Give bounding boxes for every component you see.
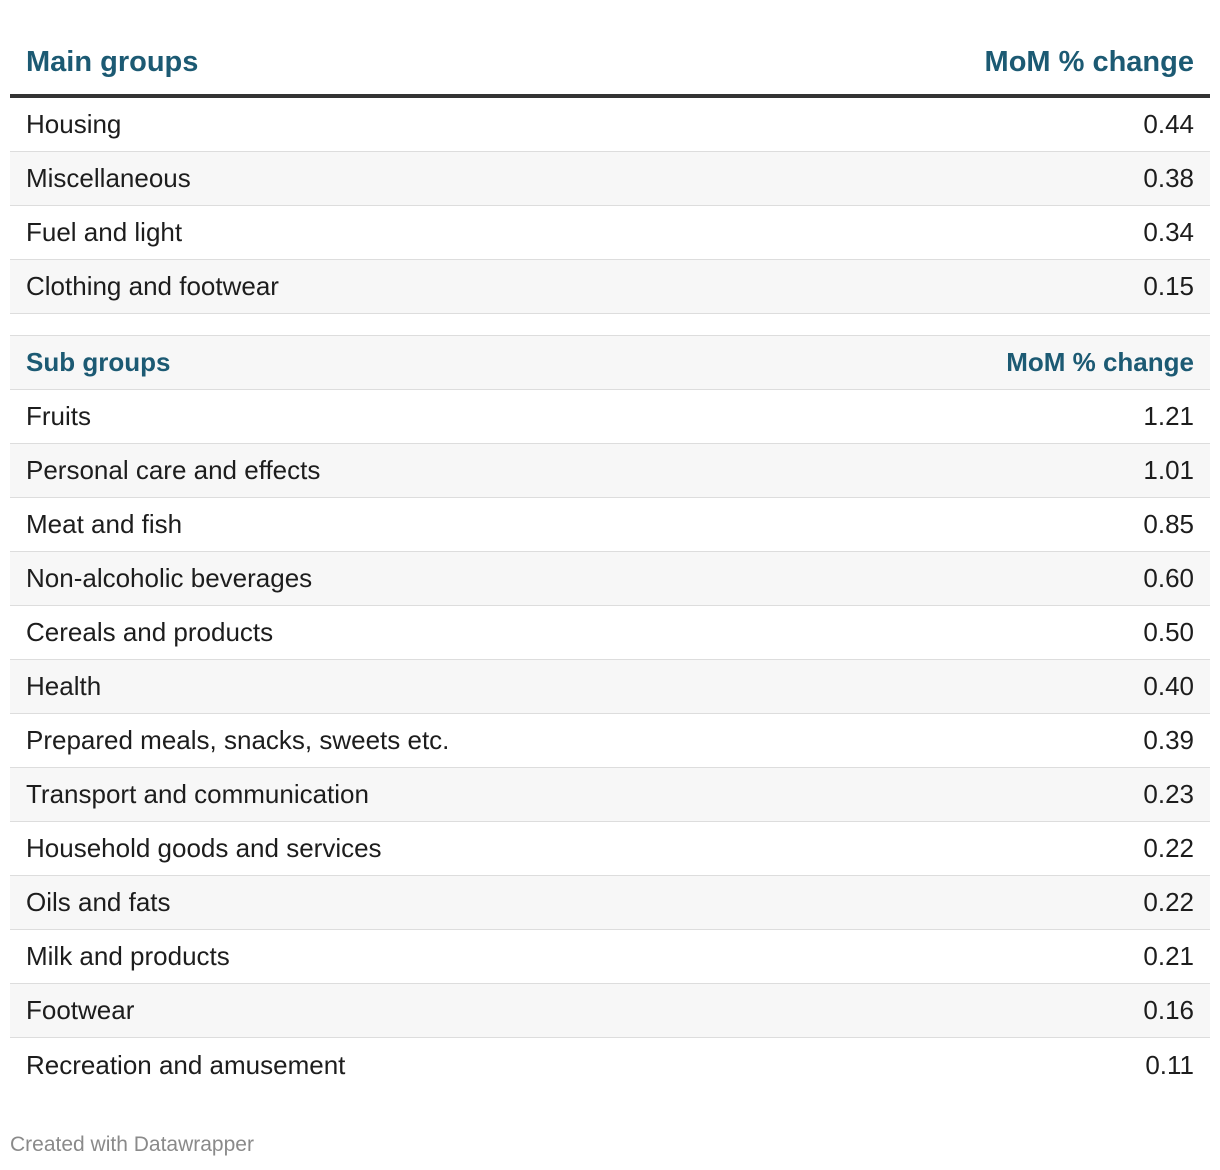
table-row: Housing 0.44 xyxy=(10,98,1210,152)
row-value: 0.16 xyxy=(1143,995,1194,1025)
column-header-change: MoM % change xyxy=(984,45,1194,78)
table-row: Footwear 0.16 xyxy=(10,984,1210,1038)
table-row: Household goods and services 0.22 xyxy=(10,822,1210,876)
row-label: Cereals and products xyxy=(26,617,274,647)
table-row: Milk and products 0.21 xyxy=(10,930,1210,984)
table-row: Prepared meals, snacks, sweets etc. 0.39 xyxy=(10,714,1210,768)
row-label: Clothing and footwear xyxy=(26,271,279,301)
row-value: 0.11 xyxy=(1145,1049,1194,1080)
table-row: Transport and communication 0.23 xyxy=(10,768,1210,822)
table-row: Miscellaneous 0.38 xyxy=(10,152,1210,206)
row-label: Housing xyxy=(26,109,122,139)
row-label: Miscellaneous xyxy=(26,163,191,193)
row-label: Meat and fish xyxy=(26,509,183,539)
table-header: Main groups MoM % change xyxy=(10,30,1210,98)
row-label: Recreation and amusement xyxy=(26,1049,346,1080)
row-label: Fruits xyxy=(26,401,91,431)
table-row: Personal care and effects 1.01 xyxy=(10,444,1210,498)
row-value: 0.60 xyxy=(1143,563,1194,593)
sub-groups-header: Sub groups MoM % change xyxy=(10,336,1210,390)
row-value: 0.38 xyxy=(1143,163,1194,193)
row-value: 0.23 xyxy=(1143,779,1194,809)
data-table: Main groups MoM % change Housing 0.44 Misc… xyxy=(10,30,1210,1092)
sub-header-group: Sub groups xyxy=(26,347,171,377)
row-value: 0.40 xyxy=(1143,671,1194,701)
table-row: Oils and fats 0.22 xyxy=(10,876,1210,930)
row-label: Prepared meals, snacks, sweets etc. xyxy=(26,725,450,755)
row-value: 0.39 xyxy=(1143,725,1194,755)
table-row: Cereals and products 0.50 xyxy=(10,606,1210,660)
main-groups-body: Housing 0.44 Miscellaneous 0.38 Fuel and lig… xyxy=(10,98,1210,314)
row-value: 1.21 xyxy=(1143,401,1194,431)
row-label: Transport and communication xyxy=(26,779,369,809)
row-value: 0.22 xyxy=(1143,833,1194,863)
row-value: 0.21 xyxy=(1143,941,1194,971)
row-label: Footwear xyxy=(26,995,135,1025)
table-row: Meat and fish 0.85 xyxy=(10,498,1210,552)
table-row: Recreation and amusement 0.11 xyxy=(10,1038,1210,1092)
column-header-group: Main groups xyxy=(26,45,199,78)
row-value: 0.50 xyxy=(1143,617,1194,647)
row-label: Household goods and services xyxy=(26,833,382,863)
row-label: Health xyxy=(26,671,102,701)
row-value: 1.01 xyxy=(1143,455,1194,485)
table-row: Clothing and footwear 0.15 xyxy=(10,260,1210,314)
table-row: Fruits 1.21 xyxy=(10,390,1210,444)
datawrapper-credit: Created with Datawrapper xyxy=(10,1133,254,1156)
row-value: 0.15 xyxy=(1143,271,1194,301)
row-value: 0.22 xyxy=(1143,887,1194,917)
row-label: Personal care and effects xyxy=(26,455,321,485)
table-row: Fuel and light 0.34 xyxy=(10,206,1210,260)
row-value: 0.85 xyxy=(1143,509,1194,539)
section-gap xyxy=(10,314,1210,336)
row-label: Milk and products xyxy=(26,941,230,971)
sub-header-change: MoM % change xyxy=(1006,347,1194,377)
row-label: Non-alcoholic beverages xyxy=(26,563,313,593)
table-row: Non-alcoholic beverages 0.60 xyxy=(10,552,1210,606)
sub-groups-body: Fruits 1.21 Personal care and effects 1.01 M… xyxy=(10,390,1210,1092)
table-row: Health 0.40 xyxy=(10,660,1210,714)
row-label: Fuel and light xyxy=(26,217,183,247)
row-value: 0.34 xyxy=(1143,217,1194,247)
row-label: Oils and fats xyxy=(26,887,171,917)
row-value: 0.44 xyxy=(1143,109,1194,139)
